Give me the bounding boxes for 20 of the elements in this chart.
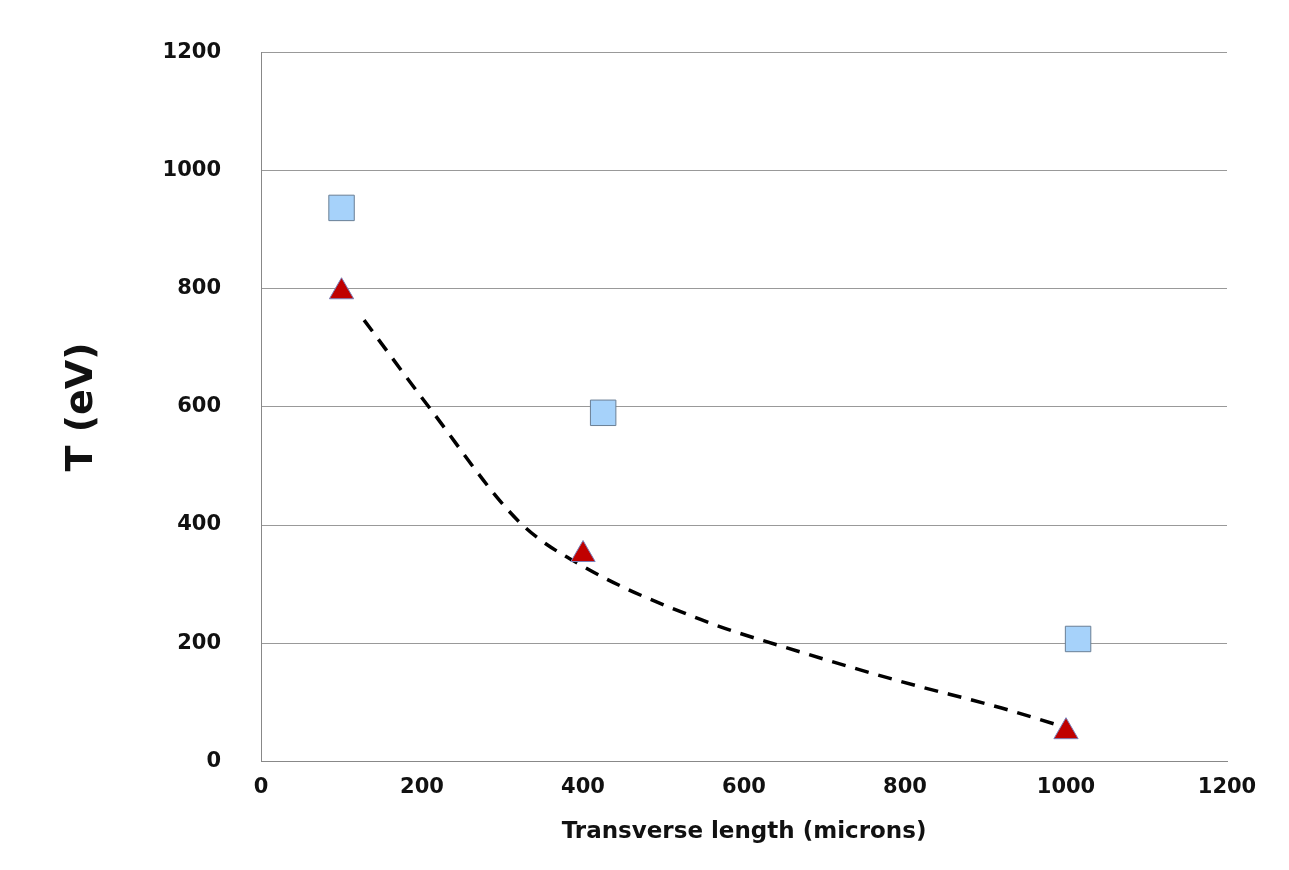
y-tick-label: 1200 (162, 39, 222, 64)
x-tick-label: 0 (253, 774, 269, 799)
point (589, 399, 617, 427)
y-tick-label: 1000 (162, 157, 222, 182)
x-tick-label: 600 (722, 774, 766, 799)
point (328, 194, 355, 222)
y-axis-title: T (eV) (56, 342, 101, 472)
x-tick-label: 200 (400, 774, 444, 799)
y-tick-label: 600 (177, 393, 222, 418)
x-tick-label: 1000 (1036, 774, 1096, 799)
y-tick-label: 0 (206, 747, 222, 772)
x-tick-label: 1200 (1197, 774, 1257, 799)
x-tick-label: 800 (883, 774, 927, 799)
point (1053, 717, 1079, 740)
x-axis-title: Transverse length (microns) (561, 817, 927, 844)
point (570, 540, 596, 563)
y-tick-label: 200 (177, 629, 222, 654)
x-tick-label: 400 (561, 774, 605, 799)
y-tick-label: 400 (177, 511, 222, 536)
y-tick-label: 800 (177, 275, 222, 300)
